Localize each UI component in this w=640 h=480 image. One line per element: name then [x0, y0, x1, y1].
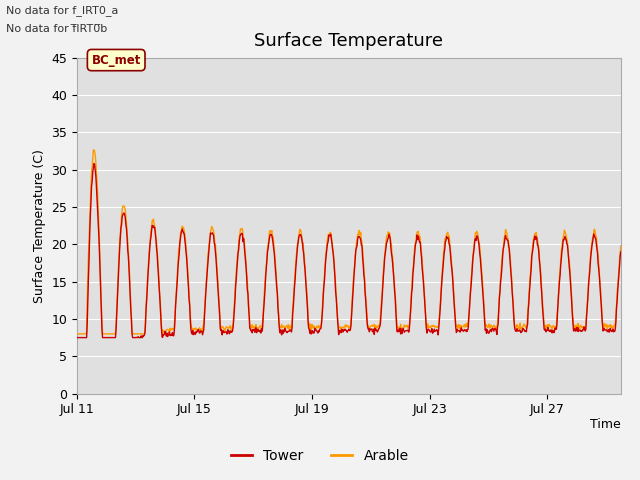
Title: Surface Temperature: Surface Temperature	[254, 33, 444, 50]
Text: Time: Time	[590, 418, 621, 431]
Legend: Tower, Arable: Tower, Arable	[226, 443, 414, 468]
Text: No data for f_IRT0_a: No data for f_IRT0_a	[6, 5, 119, 16]
Y-axis label: Surface Temperature (C): Surface Temperature (C)	[33, 149, 45, 302]
Text: No data for f̅IRT0̅b: No data for f̅IRT0̅b	[6, 24, 108, 34]
Text: BC_met: BC_met	[92, 54, 141, 67]
